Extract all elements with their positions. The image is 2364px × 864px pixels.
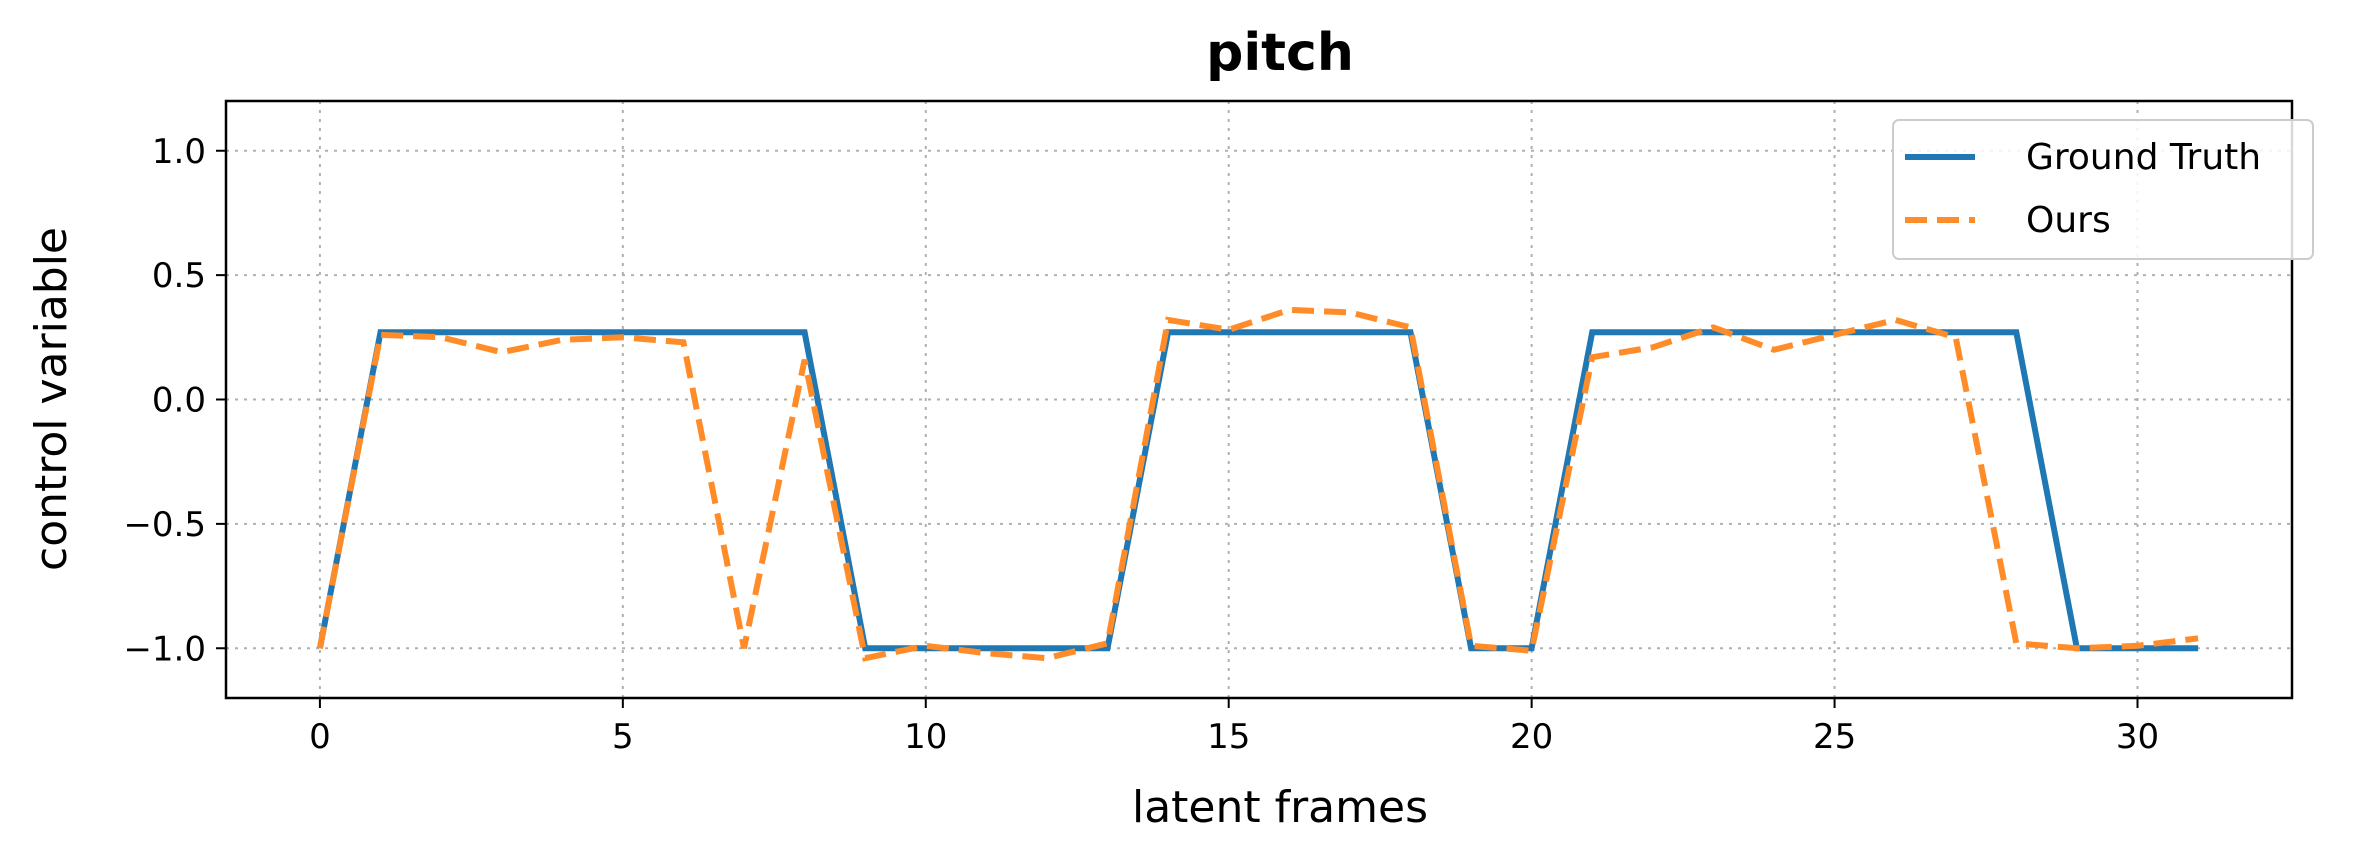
x-tick-label: 20 <box>1510 717 1553 757</box>
x-axis-label: latent frames <box>1132 782 1428 833</box>
y-tick-label: 1.0 <box>152 132 206 172</box>
x-tick-label: 30 <box>2116 717 2159 757</box>
legend-box <box>1892 119 2314 260</box>
y-axis-label: control variable <box>26 227 77 571</box>
y-tick-label: 0.0 <box>152 381 206 421</box>
x-tick-label: 15 <box>1207 717 1250 757</box>
x-tick-label: 5 <box>612 717 634 757</box>
grid <box>226 101 2292 698</box>
y-tick-label: 0.5 <box>152 256 206 296</box>
ticks: 0 5 10 15 20 25 30 1.0 0.5 0.0 −0.5 −1.0 <box>123 132 2159 757</box>
x-tick-label: 10 <box>904 717 947 757</box>
legend-label: Ground Truth <box>2026 137 2261 178</box>
x-tick-label: 25 <box>1813 717 1856 757</box>
legend-label: Ours <box>2026 200 2111 241</box>
legend: Ground Truth Ours <box>1892 119 2314 260</box>
series-line-ours <box>316 306 2199 662</box>
series-line-ground-truth <box>316 329 2199 652</box>
chart-title: pitch <box>1206 23 1354 83</box>
y-tick-label: −1.0 <box>123 629 206 669</box>
series-lines <box>316 306 2199 662</box>
x-tick-label: 0 <box>309 717 331 757</box>
y-tick-label: −0.5 <box>123 505 206 545</box>
